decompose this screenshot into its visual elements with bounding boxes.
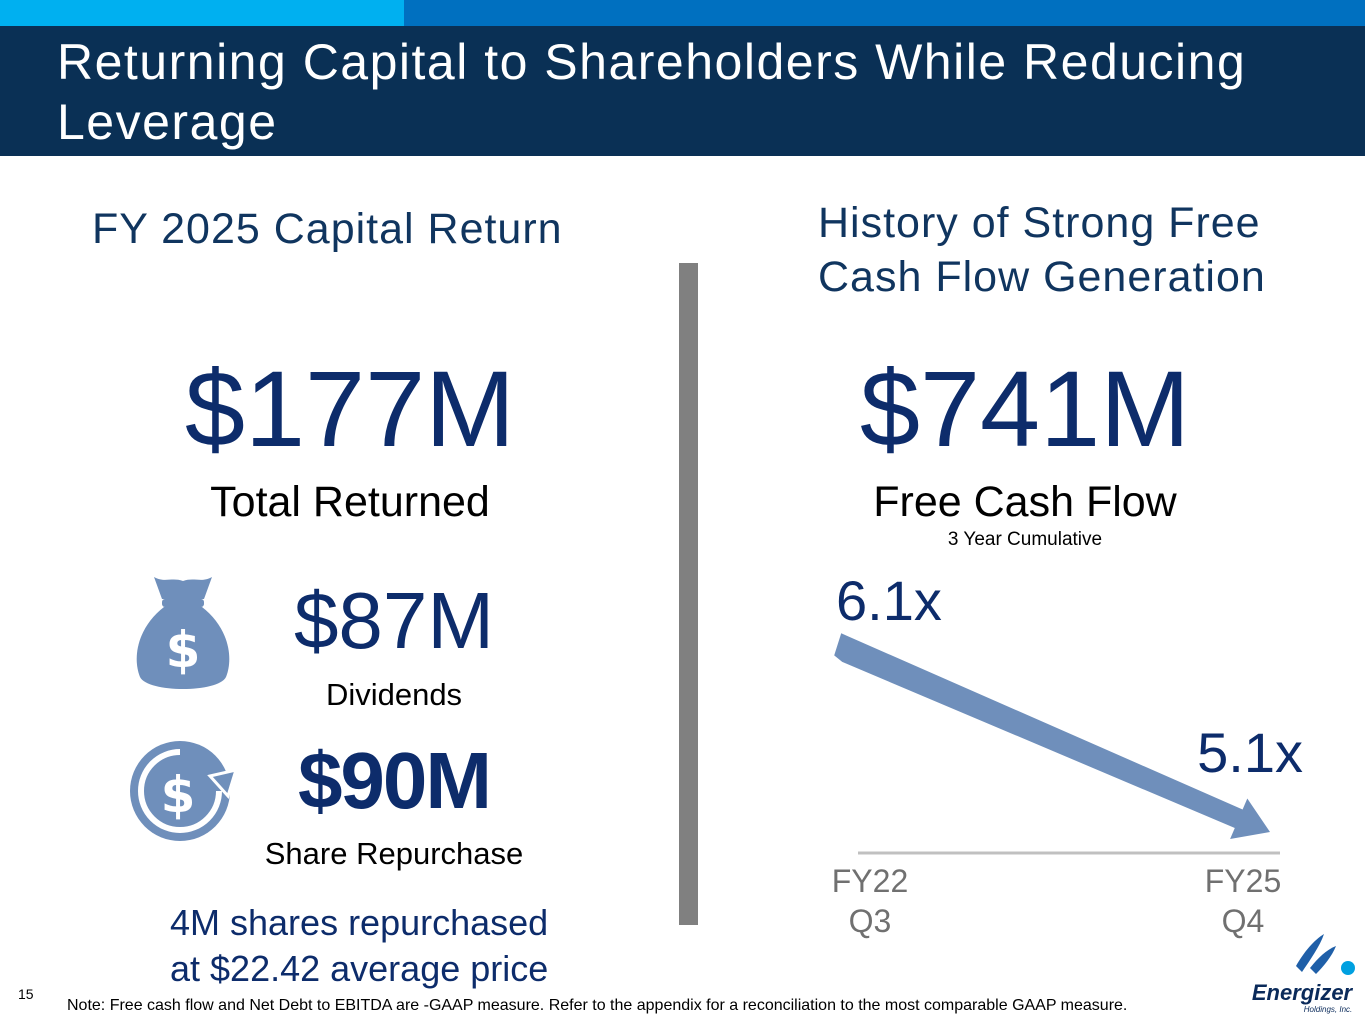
accent-bar-light	[0, 0, 404, 26]
repurchase-note-line1: 4M shares repurchased	[170, 902, 549, 943]
section-divider	[679, 263, 698, 925]
x-tick-label-end-line1: FY25	[1205, 863, 1281, 899]
logo-subtext: Holdings, Inc.	[1304, 1005, 1352, 1014]
total-returned-label: Total Returned	[210, 478, 490, 526]
fcf-sublabel: 3 Year Cumulative	[947, 529, 1103, 550]
footnote: Note: Free cash flow and Net Debt to EBI…	[67, 997, 1128, 1014]
logo-wordmark: Energizer	[1252, 980, 1354, 1005]
leverage-chart: 6.1x 5.1x FY22 Q3 FY25 Q4	[832, 569, 1303, 939]
dividends-label: Dividends	[325, 677, 463, 712]
slide-title: Returning Capital to Shareholders While …	[57, 34, 1247, 150]
svg-text:$: $	[161, 766, 196, 824]
data-label-start: 6.1x	[836, 569, 942, 632]
repurchase-note-line2: at $22.42 average price	[170, 948, 549, 989]
dividends-value: $87M	[293, 576, 495, 665]
x-tick-label-end-line2: Q4	[1222, 903, 1265, 939]
svg-text:$: $	[166, 621, 201, 679]
fcf-value: $741M	[859, 348, 1191, 469]
page-number: 15	[18, 986, 34, 1002]
capital-return-heading: FY 2025 Capital Return	[92, 205, 563, 253]
dollar-cycle-icon: $	[130, 741, 239, 841]
data-label-end: 5.1x	[1197, 721, 1303, 784]
title-band	[0, 26, 1365, 156]
fcf-label: Free Cash Flow	[873, 478, 1177, 526]
fcf-heading-line1: History of Strong Free	[818, 199, 1261, 247]
repurchase-label: Share Repurchase	[264, 836, 524, 871]
repurchase-value: $90M	[297, 736, 492, 825]
fcf-heading-line2: Cash Flow Generation	[818, 253, 1266, 301]
accent-bar-dark	[404, 0, 1365, 26]
x-tick-label-start-line1: FY22	[832, 863, 908, 899]
trend-arrow	[834, 633, 1270, 839]
total-returned-value: $177M	[184, 348, 516, 469]
money-bag-icon: $	[136, 577, 230, 689]
x-tick-label-start-line2: Q3	[849, 903, 892, 939]
energizer-logo: Energizer Holdings, Inc.	[1252, 934, 1355, 1014]
